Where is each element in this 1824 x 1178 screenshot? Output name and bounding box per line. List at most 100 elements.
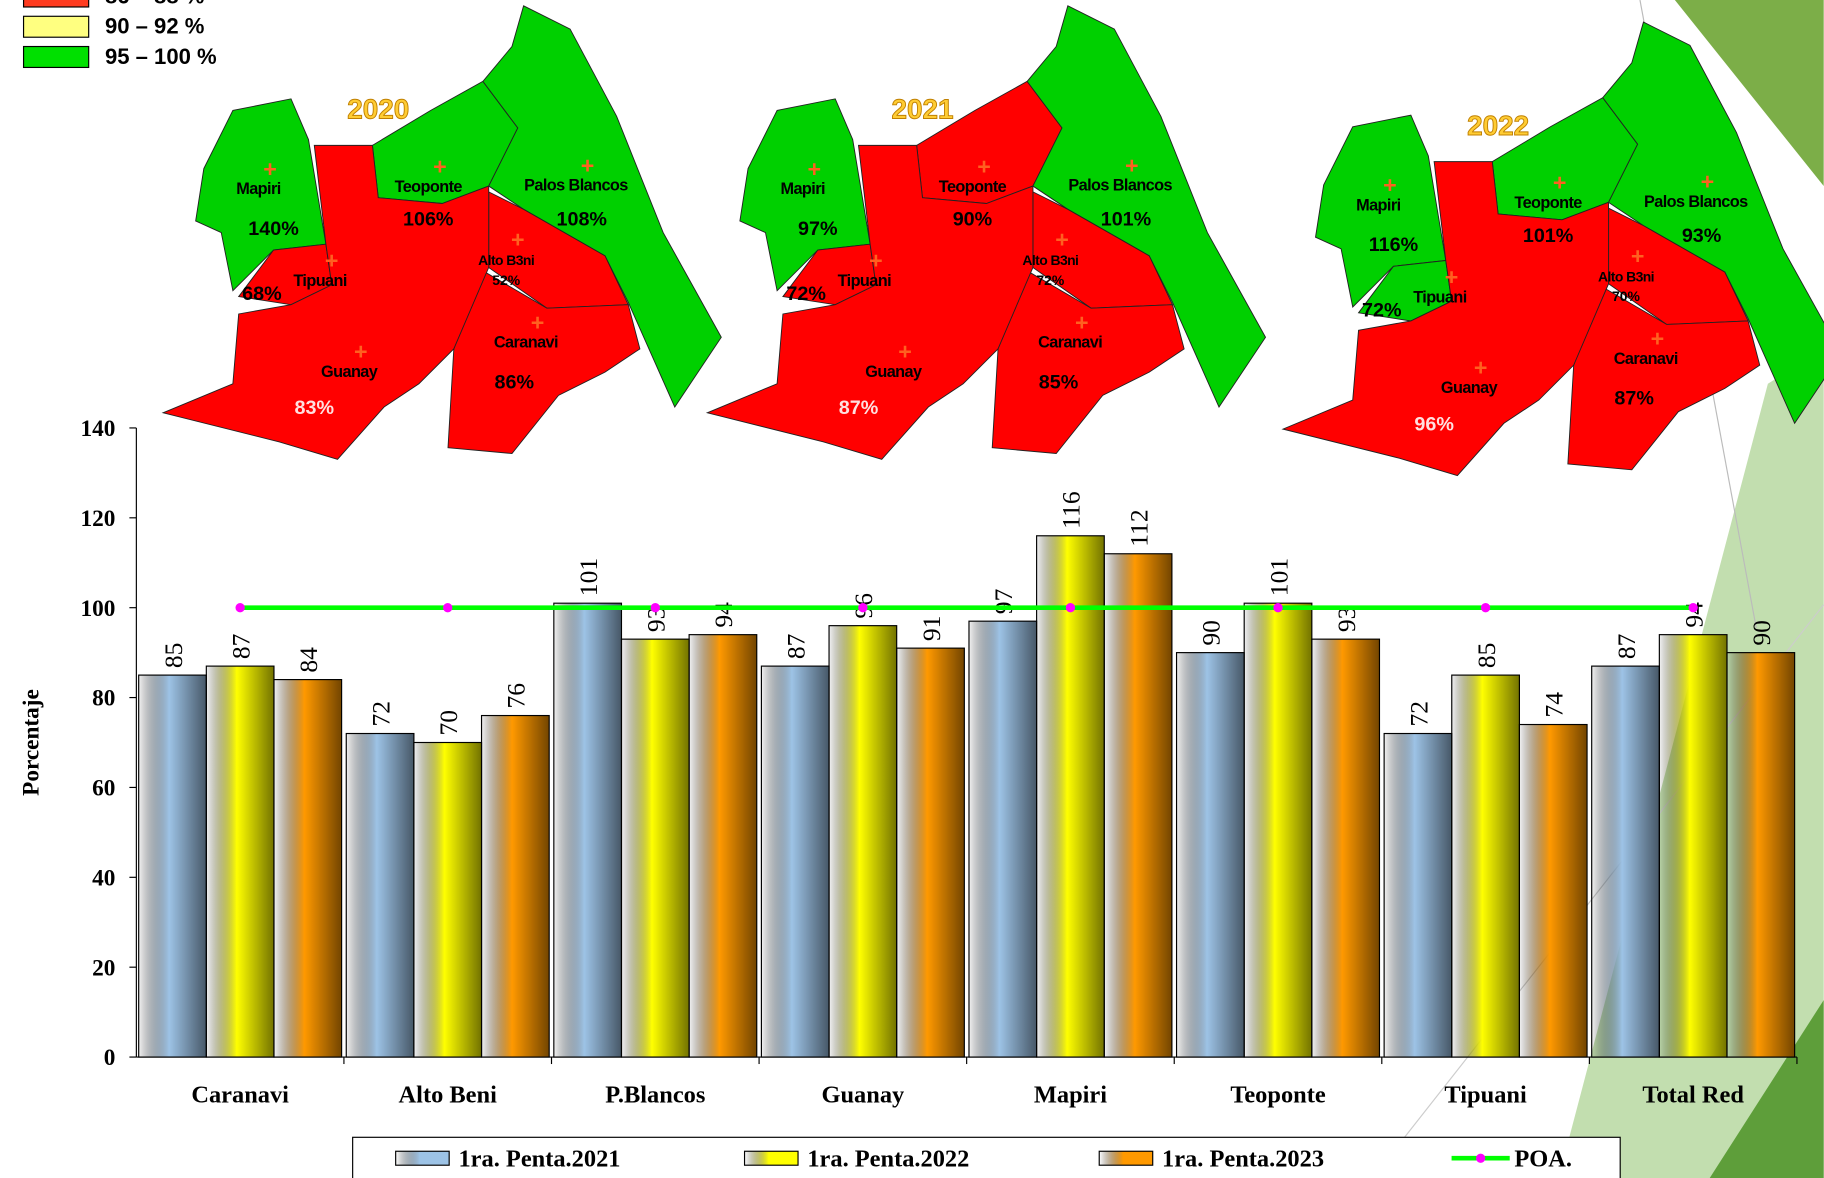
region-cross: + — [1125, 152, 1139, 178]
line-marker — [443, 603, 453, 613]
region-name: Alto B3ni — [1598, 268, 1654, 284]
x-tick-label: Tipuani — [1444, 1081, 1527, 1108]
map-year: 2022 — [1467, 110, 1529, 141]
value-label: 112 — [1124, 509, 1153, 546]
region-name: Palos Blancos — [1068, 177, 1172, 195]
bar-shade — [829, 625, 897, 1058]
y-tick-label: 80 — [92, 686, 115, 712]
bar-shade — [1036, 535, 1105, 1058]
region-cross: + — [1445, 264, 1459, 290]
line-marker — [858, 603, 868, 613]
bar-shade — [761, 666, 830, 1058]
bar-shade — [481, 715, 550, 1058]
value-label: 76 — [502, 683, 531, 709]
value-label: 87 — [226, 633, 255, 659]
deco — [1674, 0, 1824, 187]
region-cross: + — [1474, 355, 1488, 381]
region-pct: 101% — [1101, 209, 1152, 231]
region-cross: + — [898, 338, 912, 364]
region-cross: + — [1631, 243, 1645, 269]
bar-shade — [968, 621, 1037, 1058]
chart: 0 20 40 60 80 100 120 140 Porcentaje Caranavi Alto… — [19, 416, 1798, 1108]
region-pct: 70% — [1612, 288, 1641, 304]
bar-shade — [1726, 652, 1795, 1058]
value-label: 87 — [1612, 633, 1641, 659]
region-cross: + — [1701, 169, 1715, 195]
region-pct: 72% — [786, 283, 826, 305]
bar-shade — [346, 733, 414, 1058]
map-region — [161, 144, 490, 460]
region-name: Alto B3ni — [1022, 252, 1078, 268]
region-cross: + — [354, 338, 368, 364]
map-year: 2020 — [347, 94, 409, 125]
x-tick-label: Total Red — [1642, 1081, 1744, 1108]
value-label: 116 — [1057, 491, 1086, 529]
region-pct: 72% — [1362, 299, 1402, 321]
region-cross: + — [1055, 227, 1069, 253]
y-tick-label: 60 — [92, 776, 115, 802]
bar-shade — [273, 679, 342, 1058]
line-marker — [1688, 603, 1698, 613]
legend-label: 1ra. Penta.2023 — [1162, 1145, 1324, 1172]
value-label: 91 — [917, 616, 946, 642]
line-marker — [1065, 603, 1076, 613]
x-tick-label: Caranavi — [191, 1081, 289, 1108]
scale-swatch — [22, 15, 90, 38]
region-name: Guanay — [865, 363, 922, 381]
value-label: 90 — [1197, 620, 1226, 646]
scale-label: 90 – 92 % — [105, 14, 205, 39]
region-name: Guanay — [1441, 379, 1498, 397]
region-pct: 87% — [839, 397, 879, 419]
region-cross: + — [263, 156, 277, 182]
line-marker — [650, 603, 660, 613]
legend-swatch — [743, 1150, 799, 1166]
bar-shade — [1244, 603, 1312, 1058]
value-label: 74 — [1540, 692, 1569, 718]
scale-label: 95 – 100 % — [105, 44, 217, 69]
map-region — [447, 266, 641, 455]
value-label: 93 — [1332, 607, 1361, 633]
region-name: Tipuani — [293, 272, 347, 290]
region-pct: 86% — [495, 371, 535, 393]
x-tick-label: Alto Beni — [399, 1081, 498, 1108]
region-pct: 52% — [492, 272, 521, 288]
x-tick-label: P.Blancos — [605, 1081, 705, 1108]
bar-shade — [1176, 652, 1245, 1058]
region-cross: + — [433, 153, 447, 179]
region-cross: + — [1651, 326, 1665, 352]
region-pct: 68% — [242, 283, 282, 305]
region-name: Teoponte — [395, 178, 463, 196]
y-tick-label: 100 — [81, 596, 116, 622]
region-pct: 108% — [556, 209, 607, 231]
region-cross: + — [977, 153, 991, 179]
region-name: Teoponte — [939, 178, 1007, 196]
x-tick-label: Teoponte — [1230, 1081, 1326, 1108]
region-name: Palos Blancos — [524, 177, 628, 195]
region-pct: 116% — [1369, 234, 1419, 256]
legend-marker — [1475, 1153, 1486, 1163]
bar-shade — [1519, 724, 1588, 1058]
y-tick-label: 140 — [81, 416, 116, 442]
value-label: 87 — [782, 633, 811, 659]
value-label: 84 — [294, 647, 323, 673]
region-cross: + — [325, 248, 339, 274]
bar-shade — [1384, 733, 1452, 1058]
region-name: Guanay — [321, 363, 378, 381]
region-cross: + — [808, 156, 822, 182]
legend: 1ra. Penta.2021 1ra. Penta.2022 1ra. Penta… — [395, 1145, 1572, 1172]
region-name: Mapiri — [780, 180, 824, 198]
region-pct: 72% — [1036, 272, 1065, 288]
region-cross: + — [869, 248, 883, 274]
legend-box — [352, 1136, 1621, 1178]
bar-shade — [621, 639, 690, 1058]
bar-shade — [138, 675, 207, 1058]
bar-shade — [1591, 666, 1660, 1058]
y-axis-label: Porcentaje — [19, 689, 45, 796]
bar-shade — [896, 648, 965, 1058]
bar-shade — [1311, 639, 1380, 1058]
region-cross: + — [531, 309, 545, 335]
